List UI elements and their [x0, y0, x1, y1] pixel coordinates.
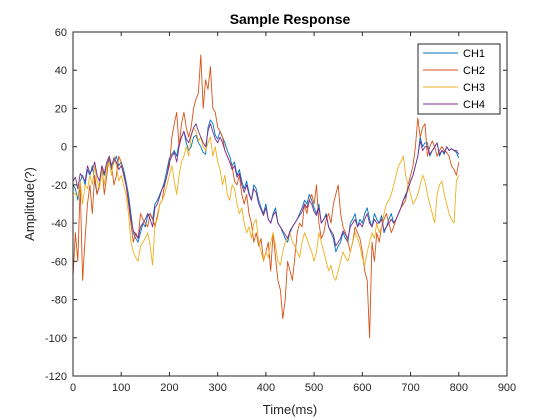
x-tick-label: 500 [305, 382, 323, 394]
legend-label-ch1: CH1 [463, 48, 485, 60]
x-tick-label: 300 [208, 382, 226, 394]
x-tick-label: 0 [70, 382, 76, 394]
y-tick-label: 0 [61, 142, 67, 154]
legend: CH1 CH2 CH3 CH4 [417, 43, 501, 115]
legend-label-ch3: CH3 [463, 82, 485, 94]
x-axis-label: Time(ms) [263, 402, 317, 417]
x-tick-label: 600 [353, 382, 371, 394]
y-tick-label: 60 [55, 27, 67, 39]
y-tick-label: -60 [51, 256, 67, 268]
legend-items: CH1 CH2 CH3 CH4 [423, 48, 485, 111]
tick-layer: 0 100 200 300 400 500 600 700 800 900-120-100-80-… [45, 27, 516, 394]
chart-title: Sample Response [230, 11, 351, 27]
y-tick-label: -80 [51, 295, 67, 307]
x-tick-label: 900 [498, 382, 516, 394]
y-tick-label: -100 [45, 333, 67, 345]
y-tick-label: 40 [55, 65, 67, 77]
x-tick-label: 200 [160, 382, 178, 394]
legend-label-ch4: CH4 [463, 99, 485, 111]
legend-box [417, 43, 501, 115]
x-tick-label: 400 [257, 382, 275, 394]
y-tick-label: -120 [45, 371, 67, 383]
y-tick-label: 20 [55, 103, 67, 115]
y-tick-label: -20 [51, 180, 67, 192]
series-line-ch3 [72, 127, 460, 281]
y-axis-label: Amplitude(?) [22, 167, 37, 241]
legend-label-ch2: CH2 [463, 65, 485, 77]
y-tick-label: -40 [51, 218, 67, 230]
axes-box [72, 31, 508, 377]
series-line-ch4 [72, 123, 460, 247]
x-tick-label: 700 [401, 382, 419, 394]
x-tick-label: 800 [450, 382, 468, 394]
series-layer [72, 54, 460, 339]
x-tick-label: 100 [112, 382, 130, 394]
